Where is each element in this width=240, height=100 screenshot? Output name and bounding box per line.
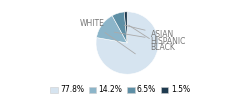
Text: WHITE: WHITE bbox=[80, 19, 135, 54]
Text: ASIAN: ASIAN bbox=[124, 25, 174, 39]
Wedge shape bbox=[96, 12, 158, 74]
Wedge shape bbox=[112, 12, 127, 43]
Text: HISPANIC: HISPANIC bbox=[114, 32, 186, 46]
Wedge shape bbox=[96, 16, 127, 43]
Legend: 77.8%, 14.2%, 6.5%, 1.5%: 77.8%, 14.2%, 6.5%, 1.5% bbox=[47, 82, 193, 98]
Wedge shape bbox=[124, 12, 127, 43]
Text: BLACK: BLACK bbox=[129, 25, 175, 52]
